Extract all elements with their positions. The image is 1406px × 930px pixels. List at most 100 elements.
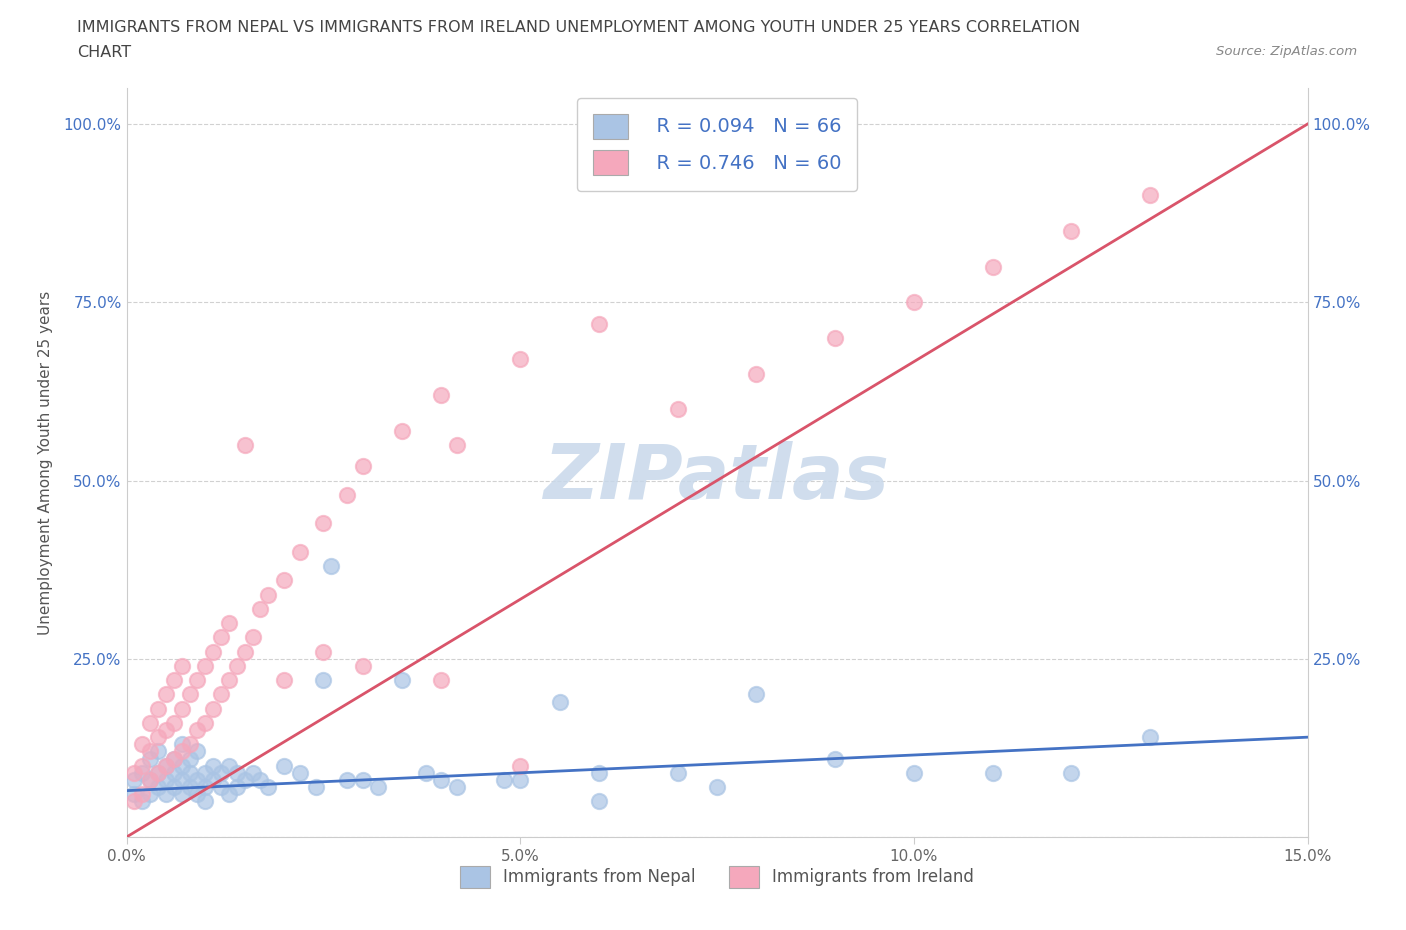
Point bbox=[509, 758, 531, 773]
Point bbox=[179, 765, 201, 780]
Point bbox=[336, 773, 359, 788]
Point bbox=[257, 779, 280, 794]
Point bbox=[242, 765, 264, 780]
Point bbox=[225, 765, 247, 780]
Point bbox=[225, 779, 247, 794]
Point bbox=[249, 602, 271, 617]
Point bbox=[352, 773, 374, 788]
Point bbox=[155, 758, 177, 773]
Point bbox=[179, 779, 201, 794]
Point bbox=[273, 573, 295, 588]
Point bbox=[139, 744, 162, 759]
Point bbox=[146, 701, 169, 716]
Point bbox=[588, 316, 610, 331]
Point bbox=[209, 765, 232, 780]
Point bbox=[312, 672, 335, 687]
Point bbox=[170, 744, 193, 759]
Point bbox=[139, 751, 162, 766]
Point bbox=[209, 687, 232, 702]
Point bbox=[824, 330, 846, 345]
Point bbox=[218, 787, 240, 802]
Point bbox=[202, 773, 225, 788]
Point bbox=[170, 701, 193, 716]
Point bbox=[430, 388, 453, 403]
Point bbox=[170, 773, 193, 788]
Point bbox=[194, 765, 217, 780]
Point bbox=[124, 787, 146, 802]
Point bbox=[186, 787, 208, 802]
Point bbox=[146, 730, 169, 745]
Point bbox=[745, 687, 768, 702]
Text: CHART: CHART bbox=[77, 45, 131, 60]
Point bbox=[163, 715, 186, 730]
Point bbox=[257, 587, 280, 602]
Point bbox=[249, 773, 271, 788]
Point bbox=[509, 352, 531, 366]
Point bbox=[146, 744, 169, 759]
Point bbox=[494, 773, 516, 788]
Point bbox=[202, 758, 225, 773]
Point bbox=[131, 737, 153, 751]
Point bbox=[430, 773, 453, 788]
Point bbox=[163, 779, 186, 794]
Point bbox=[981, 765, 1004, 780]
Point bbox=[430, 672, 453, 687]
Point bbox=[186, 773, 208, 788]
Point bbox=[288, 544, 311, 559]
Point bbox=[233, 437, 256, 452]
Point bbox=[170, 737, 193, 751]
Point bbox=[548, 694, 571, 709]
Point bbox=[706, 779, 728, 794]
Point bbox=[170, 758, 193, 773]
Point bbox=[336, 487, 359, 502]
Point bbox=[186, 723, 208, 737]
Point bbox=[509, 773, 531, 788]
Point bbox=[367, 779, 389, 794]
Point bbox=[131, 787, 153, 802]
Point bbox=[155, 723, 177, 737]
Point bbox=[194, 715, 217, 730]
Legend: Immigrants from Nepal, Immigrants from Ireland: Immigrants from Nepal, Immigrants from I… bbox=[451, 858, 983, 896]
Point bbox=[981, 259, 1004, 274]
Point bbox=[273, 758, 295, 773]
Point bbox=[179, 751, 201, 766]
Point bbox=[209, 779, 232, 794]
Point bbox=[155, 758, 177, 773]
Point bbox=[139, 715, 162, 730]
Point bbox=[666, 402, 689, 417]
Point bbox=[131, 758, 153, 773]
Point bbox=[155, 787, 177, 802]
Point bbox=[446, 779, 468, 794]
Text: Source: ZipAtlas.com: Source: ZipAtlas.com bbox=[1216, 45, 1357, 58]
Point bbox=[146, 779, 169, 794]
Point bbox=[139, 773, 162, 788]
Point bbox=[179, 687, 201, 702]
Point bbox=[1060, 223, 1083, 238]
Point bbox=[242, 630, 264, 644]
Point bbox=[155, 773, 177, 788]
Point bbox=[179, 737, 201, 751]
Point bbox=[321, 559, 343, 574]
Point bbox=[124, 773, 146, 788]
Point bbox=[446, 437, 468, 452]
Point bbox=[352, 458, 374, 473]
Point bbox=[233, 773, 256, 788]
Point bbox=[194, 658, 217, 673]
Point bbox=[170, 787, 193, 802]
Point bbox=[273, 672, 295, 687]
Text: ZIPatlas: ZIPatlas bbox=[544, 441, 890, 514]
Text: IMMIGRANTS FROM NEPAL VS IMMIGRANTS FROM IRELAND UNEMPLOYMENT AMONG YOUTH UNDER : IMMIGRANTS FROM NEPAL VS IMMIGRANTS FROM… bbox=[77, 20, 1080, 35]
Point bbox=[588, 765, 610, 780]
Point bbox=[186, 672, 208, 687]
Point bbox=[903, 765, 925, 780]
Point bbox=[218, 758, 240, 773]
Point bbox=[352, 658, 374, 673]
Point bbox=[124, 794, 146, 809]
Point bbox=[588, 794, 610, 809]
Point bbox=[218, 672, 240, 687]
Point bbox=[163, 765, 186, 780]
Point bbox=[202, 644, 225, 659]
Point bbox=[194, 794, 217, 809]
Point bbox=[202, 701, 225, 716]
Y-axis label: Unemployment Among Youth under 25 years: Unemployment Among Youth under 25 years bbox=[38, 290, 52, 635]
